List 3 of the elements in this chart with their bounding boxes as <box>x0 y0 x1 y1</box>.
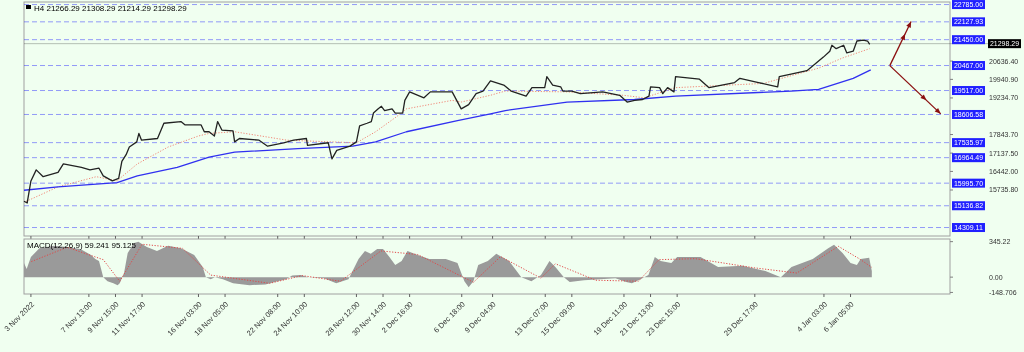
line-series <box>23 69 872 191</box>
chart-title: H4 21266.29 21308.29 21214.29 21298.29 <box>34 4 188 13</box>
chart-title: MACD(12,26,9) 59.241 95.125 <box>27 241 137 250</box>
